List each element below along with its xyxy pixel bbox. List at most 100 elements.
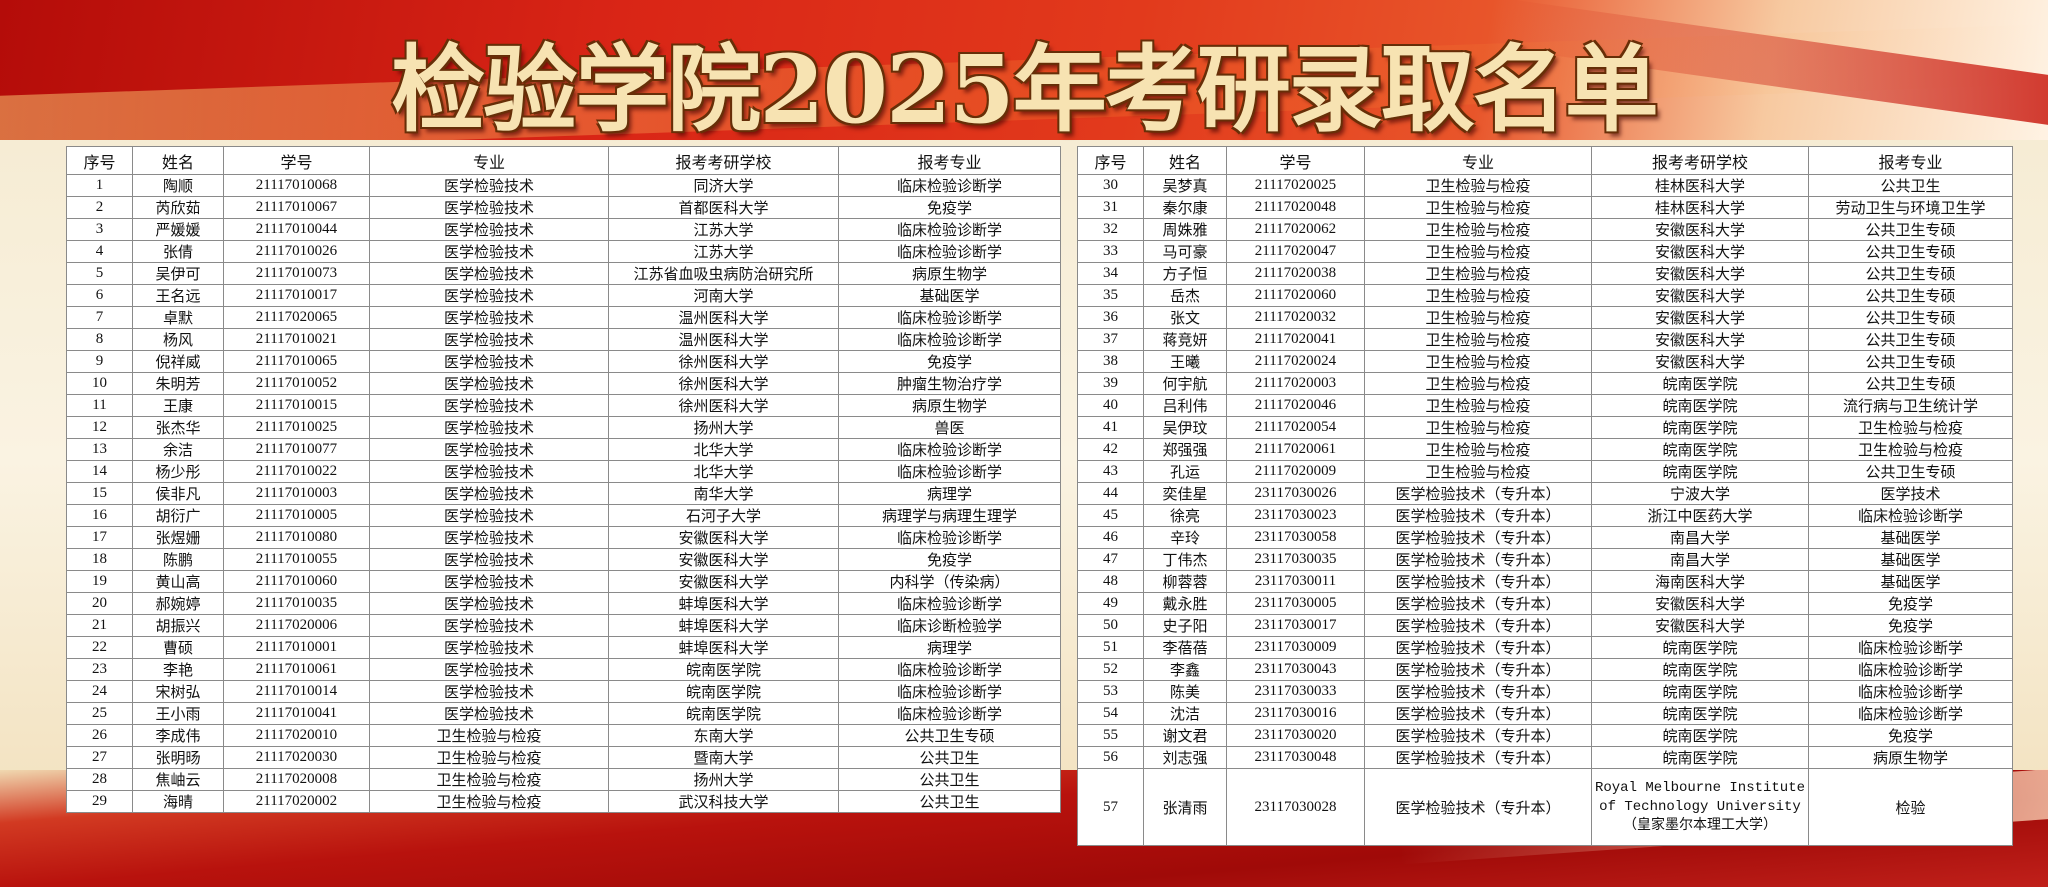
table-row: 53 陈美 23117030033 医学检验技术（专升本） 皖南医学院 临床检验诊断学 [1077, 680, 2013, 703]
cell-target-major: 免疫学 [838, 196, 1061, 219]
cell-target-major: 公共卫生 [838, 768, 1061, 791]
cell-target-school: 蚌埠医科大学 [608, 636, 839, 659]
cell-name: 杨少彤 [132, 460, 224, 483]
cell-seq: 13 [66, 438, 133, 461]
cell-name: 周姝雅 [1143, 218, 1227, 241]
cell-target-major: 免疫学 [1808, 614, 2013, 637]
admission-table-right: 序号 姓名 学号 专业 报考考研学校 报考专业 30 吴梦真 21117020025 卫生检验与… [1077, 146, 2013, 846]
cell-target-school: 安徽医科大学 [1591, 306, 1809, 329]
cell-seq: 36 [1077, 306, 1144, 329]
table-row: 38 王曦 21117020024 卫生检验与检疫 安徽医科大学 公共卫生专硕 [1077, 350, 2013, 373]
column-header-student-id: 学号 [223, 146, 370, 175]
cell-name: 胡衍广 [132, 504, 224, 527]
cell-name: 陈美 [1143, 680, 1227, 703]
cell-student-id: 21117010021 [223, 328, 370, 351]
cell-major: 卫生检验与检疫 [369, 724, 609, 747]
cell-target-school: 安徽医科大学 [608, 570, 839, 593]
cell-seq: 26 [66, 724, 133, 747]
cell-target-school: 徐州医科大学 [608, 372, 839, 395]
cell-seq: 15 [66, 482, 133, 505]
cell-target-school: 安徽医科大学 [608, 548, 839, 571]
cell-major: 医学检验技术 [369, 570, 609, 593]
cell-seq: 55 [1077, 724, 1144, 747]
cell-major: 卫生检验与检疫 [369, 768, 609, 791]
cell-target-major: 检验 [1808, 768, 2013, 846]
cell-student-id: 21117020065 [223, 306, 370, 329]
cell-target-school: 安徽医科大学 [1591, 262, 1809, 285]
cell-major: 医学检验技术 [369, 328, 609, 351]
cell-target-major: 劳动卫生与环境卫生学 [1808, 196, 2013, 219]
cell-name: 芮欣茹 [132, 196, 224, 219]
cell-student-id: 21117020061 [1226, 438, 1365, 461]
column-header-target-school: 报考考研学校 [608, 146, 839, 175]
cell-target-major: 基础医学 [1808, 526, 2013, 549]
cell-seq: 6 [66, 284, 133, 307]
cell-seq: 20 [66, 592, 133, 615]
table-row: 36 张文 21117020032 卫生检验与检疫 安徽医科大学 公共卫生专硕 [1077, 306, 2013, 329]
cell-target-major: 公共卫生专硕 [1808, 350, 2013, 373]
cell-seq: 27 [66, 746, 133, 769]
cell-seq: 40 [1077, 394, 1144, 417]
cell-target-school: 蚌埠医科大学 [608, 614, 839, 637]
cell-target-major: 临床检验诊断学 [1808, 636, 2013, 659]
table-row: 15 侯非凡 21117010003 医学检验技术 南华大学 病理学 [66, 482, 1061, 505]
cell-seq: 50 [1077, 614, 1144, 637]
cell-major: 卫生检验与检疫 [1364, 350, 1592, 373]
table-row: 10 朱明芳 21117010052 医学检验技术 徐州医科大学 肿瘤生物治疗学 [66, 372, 1061, 395]
cell-target-major: 免疫学 [838, 548, 1061, 571]
cell-student-id: 23117030028 [1226, 768, 1365, 846]
cell-target-major: 公共卫生 [838, 790, 1061, 813]
cell-target-school: 江苏大学 [608, 218, 839, 241]
cell-major: 卫生检验与检疫 [1364, 394, 1592, 417]
cell-seq: 31 [1077, 196, 1144, 219]
cell-name: 张清雨 [1143, 768, 1227, 846]
cell-target-major: 流行病与卫生统计学 [1808, 394, 2013, 417]
table-row: 33 马可豪 21117020047 卫生检验与检疫 安徽医科大学 公共卫生专硕 [1077, 240, 2013, 263]
cell-target-school: 皖南医学院 [608, 658, 839, 681]
cell-student-id: 21117010015 [223, 394, 370, 417]
cell-name: 宋树弘 [132, 680, 224, 703]
cell-name: 杨风 [132, 328, 224, 351]
cell-seq: 52 [1077, 658, 1144, 681]
cell-target-school: 江苏大学 [608, 240, 839, 263]
cell-target-school: 北华大学 [608, 460, 839, 483]
cell-name: 刘志强 [1143, 746, 1227, 769]
cell-student-id: 23117030043 [1226, 658, 1365, 681]
cell-name: 柳蓉蓉 [1143, 570, 1227, 593]
cell-seq: 54 [1077, 702, 1144, 725]
cell-major: 医学检验技术 [369, 504, 609, 527]
column-header-target-school: 报考考研学校 [1591, 146, 1809, 175]
cell-target-major: 肿瘤生物治疗学 [838, 372, 1061, 395]
cell-target-major: 免疫学 [1808, 592, 2013, 615]
cell-target-school: 皖南医学院 [1591, 438, 1809, 461]
cell-student-id: 21117020003 [1226, 372, 1365, 395]
cell-major: 卫生检验与检疫 [1364, 306, 1592, 329]
cell-major: 卫生检验与检疫 [1364, 416, 1592, 439]
cell-major: 医学检验技术（专升本） [1364, 768, 1592, 846]
cell-major: 医学检验技术（专升本） [1364, 482, 1592, 505]
cell-target-school: 皖南医学院 [1591, 460, 1809, 483]
cell-target-major: 公共卫生 [1808, 174, 2013, 197]
cell-name: 吴伊可 [132, 262, 224, 285]
column-header-student-id: 学号 [1226, 146, 1365, 175]
cell-target-major: 临床检验诊断学 [838, 328, 1061, 351]
cell-target-school: 海南医科大学 [1591, 570, 1809, 593]
cell-target-major: 临床检验诊断学 [838, 658, 1061, 681]
cell-student-id: 21117020062 [1226, 218, 1365, 241]
cell-target-school: 皖南医学院 [1591, 394, 1809, 417]
cell-name: 郑强强 [1143, 438, 1227, 461]
cell-seq: 29 [66, 790, 133, 813]
cell-target-major: 医学技术 [1808, 482, 2013, 505]
cell-seq: 48 [1077, 570, 1144, 593]
column-header-name: 姓名 [132, 146, 224, 175]
cell-name: 陶顺 [132, 174, 224, 197]
cell-name: 马可豪 [1143, 240, 1227, 263]
table-row: 30 吴梦真 21117020025 卫生检验与检疫 桂林医科大学 公共卫生 [1077, 174, 2013, 197]
cell-seq: 10 [66, 372, 133, 395]
table-row: 11 王康 21117010015 医学检验技术 徐州医科大学 病原生物学 [66, 394, 1061, 417]
cell-major: 卫生检验与检疫 [1364, 262, 1592, 285]
cell-major: 医学检验技术（专升本） [1364, 614, 1592, 637]
cell-major: 医学检验技术（专升本） [1364, 636, 1592, 659]
cell-student-id: 23117030058 [1226, 526, 1365, 549]
cell-major: 卫生检验与检疫 [1364, 438, 1592, 461]
